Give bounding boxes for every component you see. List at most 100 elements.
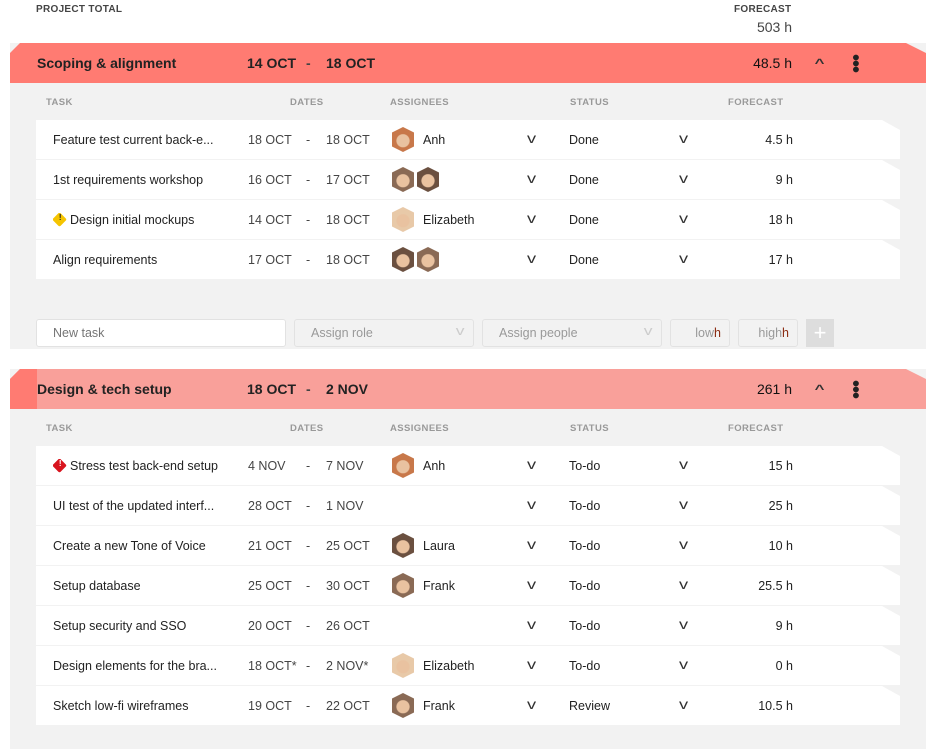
task-status[interactable]: Done xyxy=(569,133,599,147)
task-name[interactable]: 1st requirements workshop xyxy=(53,173,223,187)
task-end-date[interactable]: 25 OCT xyxy=(326,539,370,553)
task-status[interactable]: Review xyxy=(569,699,610,713)
task-row[interactable]: Feature test current back-e... 18 OCT -18 … xyxy=(36,120,900,159)
status-dropdown-chevron-icon[interactable]: v xyxy=(678,456,689,472)
task-row[interactable]: Setup database 25 OCT - 30 OCT Frank v To-do v 2… xyxy=(36,566,900,605)
assignee-dropdown-chevron-icon[interactable]: v xyxy=(526,456,537,472)
task-start-date[interactable]: 18 OCT xyxy=(248,133,292,147)
task-status[interactable]: To-do xyxy=(569,659,601,673)
status-dropdown-chevron-icon[interactable]: v xyxy=(678,250,689,266)
new-task-input[interactable] xyxy=(36,319,286,347)
date-separator: - xyxy=(306,133,311,147)
task-end-date[interactable]: 2 NOV* xyxy=(326,659,369,673)
task-name[interactable]: Sketch low-fi wireframes xyxy=(53,699,223,713)
status-dropdown-chevron-icon[interactable]: v xyxy=(678,130,689,146)
task-row[interactable]: Design elements for the bra... 18 OCT* - 2 … xyxy=(36,646,900,685)
task-start-date[interactable]: 19 OCT xyxy=(248,699,292,713)
task-status[interactable]: Done xyxy=(569,253,599,267)
chevron-up-icon[interactable]: ^ xyxy=(814,382,825,396)
task-start-date[interactable]: 16 OCT xyxy=(248,173,292,187)
assignee-dropdown-chevron-icon[interactable]: v xyxy=(526,616,537,632)
assignee-avatars[interactable] xyxy=(392,573,414,598)
assign-people-select[interactable]: Assign people v xyxy=(482,319,662,347)
assignee-dropdown-chevron-icon[interactable]: v xyxy=(526,210,537,226)
chevron-up-icon[interactable]: ^ xyxy=(814,56,825,70)
task-name[interactable]: Setup database xyxy=(53,579,223,593)
assignee-dropdown-chevron-icon[interactable]: v xyxy=(526,130,537,146)
task-start-date[interactable]: 21 OCT xyxy=(248,539,292,553)
task-start-date[interactable]: 14 OCT xyxy=(248,213,292,227)
task-row[interactable]: 1st requirements workshop 16 OCT - 17 OCT v D… xyxy=(36,160,900,199)
assignee-avatars[interactable] xyxy=(392,453,414,478)
assignee-avatars[interactable] xyxy=(392,247,439,272)
task-name[interactable]: Create a new Tone of Voice xyxy=(53,539,223,553)
assignee-dropdown-chevron-icon[interactable]: v xyxy=(526,496,537,512)
more-options-icon[interactable]: ••• xyxy=(844,379,866,398)
task-name[interactable]: Setup security and SSO xyxy=(53,619,223,633)
assignee-dropdown-chevron-icon[interactable]: v xyxy=(526,170,537,186)
status-dropdown-chevron-icon[interactable]: v xyxy=(678,496,689,512)
status-dropdown-chevron-icon[interactable]: v xyxy=(678,576,689,592)
add-task-button[interactable]: + xyxy=(806,319,834,347)
status-dropdown-chevron-icon[interactable]: v xyxy=(678,536,689,552)
task-end-date[interactable]: 18 OCT xyxy=(326,253,370,267)
task-name-text: Align requirements xyxy=(53,253,158,267)
task-row[interactable]: Sketch low-fi wireframes 19 OCT - 22 OCT Fra… xyxy=(36,686,900,725)
task-status[interactable]: Done xyxy=(569,173,599,187)
task-row[interactable]: ! Stress test back-end setup 4 NOV - 7 NOV An… xyxy=(36,446,900,485)
task-row[interactable]: UI test of the updated interf... 28 OCT - 1… xyxy=(36,486,900,525)
task-start-date[interactable]: 17 OCT xyxy=(248,253,292,267)
task-status[interactable]: To-do xyxy=(569,579,601,593)
assignee-avatars[interactable] xyxy=(392,127,414,152)
assignee-dropdown-chevron-icon[interactable]: v xyxy=(526,250,537,266)
status-dropdown-chevron-icon[interactable]: v xyxy=(678,696,689,712)
task-name[interactable]: ! Design initial mockups xyxy=(53,213,223,227)
assignee-dropdown-chevron-icon[interactable]: v xyxy=(526,656,537,672)
section-header[interactable]: Scoping & alignment 14 OCT -18 OCT 48.5 h ^ •… xyxy=(10,43,926,83)
task-end-date[interactable]: 1 NOV xyxy=(326,499,364,513)
task-start-date[interactable]: 4 NOV xyxy=(248,459,286,473)
assign-role-select[interactable]: Assign role v xyxy=(294,319,474,347)
task-name[interactable]: Design elements for the bra... xyxy=(53,659,223,673)
section-header[interactable]: Design & tech setup 18 OCT -2 NOV 261 h ^ ••• xyxy=(10,369,926,409)
task-row[interactable]: ! Design initial mockups 14 OCT - 18 OCT Eliz… xyxy=(36,200,900,239)
task-end-date[interactable]: 17 OCT xyxy=(326,173,370,187)
assignee-dropdown-chevron-icon[interactable]: v xyxy=(526,576,537,592)
task-start-date[interactable]: 18 OCT* xyxy=(248,659,297,673)
assignee-avatars[interactable] xyxy=(392,653,414,678)
task-status[interactable]: To-do xyxy=(569,539,601,553)
high-estimate-input[interactable]: highh xyxy=(738,319,798,347)
task-start-date[interactable]: 28 OCT xyxy=(248,499,292,513)
task-status[interactable]: Done xyxy=(569,213,599,227)
task-start-date[interactable]: 20 OCT xyxy=(248,619,292,633)
assignee-dropdown-chevron-icon[interactable]: v xyxy=(526,696,537,712)
task-end-date[interactable]: 22 OCT xyxy=(326,699,370,713)
task-row[interactable]: Create a new Tone of Voice 21 OCT - 25 OCT L… xyxy=(36,526,900,565)
task-end-date[interactable]: 18 OCT xyxy=(326,213,370,227)
task-end-date[interactable]: 26 OCT xyxy=(326,619,370,633)
assignee-avatars[interactable] xyxy=(392,533,414,558)
task-status[interactable]: To-do xyxy=(569,499,601,513)
status-dropdown-chevron-icon[interactable]: v xyxy=(678,170,689,186)
assignee-avatars[interactable] xyxy=(392,167,439,192)
more-options-icon[interactable]: ••• xyxy=(844,53,866,72)
status-dropdown-chevron-icon[interactable]: v xyxy=(678,210,689,226)
task-start-date[interactable]: 25 OCT xyxy=(248,579,292,593)
task-row[interactable]: Align requirements 17 OCT - 18 OCT v Done v 17 … xyxy=(36,240,900,279)
task-row[interactable]: Setup security and SSO 20 OCT - 26 OCT v To-d… xyxy=(36,606,900,645)
task-name[interactable]: Align requirements xyxy=(53,253,223,267)
task-name[interactable]: ! Stress test back-end setup xyxy=(53,459,223,473)
status-dropdown-chevron-icon[interactable]: v xyxy=(678,656,689,672)
task-status[interactable]: To-do xyxy=(569,459,601,473)
assignee-dropdown-chevron-icon[interactable]: v xyxy=(526,536,537,552)
status-dropdown-chevron-icon[interactable]: v xyxy=(678,616,689,632)
assignee-avatars[interactable] xyxy=(392,207,414,232)
task-end-date[interactable]: 30 OCT xyxy=(326,579,370,593)
task-name[interactable]: Feature test current back-e... xyxy=(53,133,223,147)
low-estimate-input[interactable]: lowh xyxy=(670,319,730,347)
task-end-date[interactable]: 18 OCT xyxy=(326,133,370,147)
assignee-avatars[interactable] xyxy=(392,693,414,718)
task-status[interactable]: To-do xyxy=(569,619,601,633)
task-end-date[interactable]: 7 NOV xyxy=(326,459,364,473)
task-name[interactable]: UI test of the updated interf... xyxy=(53,499,223,513)
